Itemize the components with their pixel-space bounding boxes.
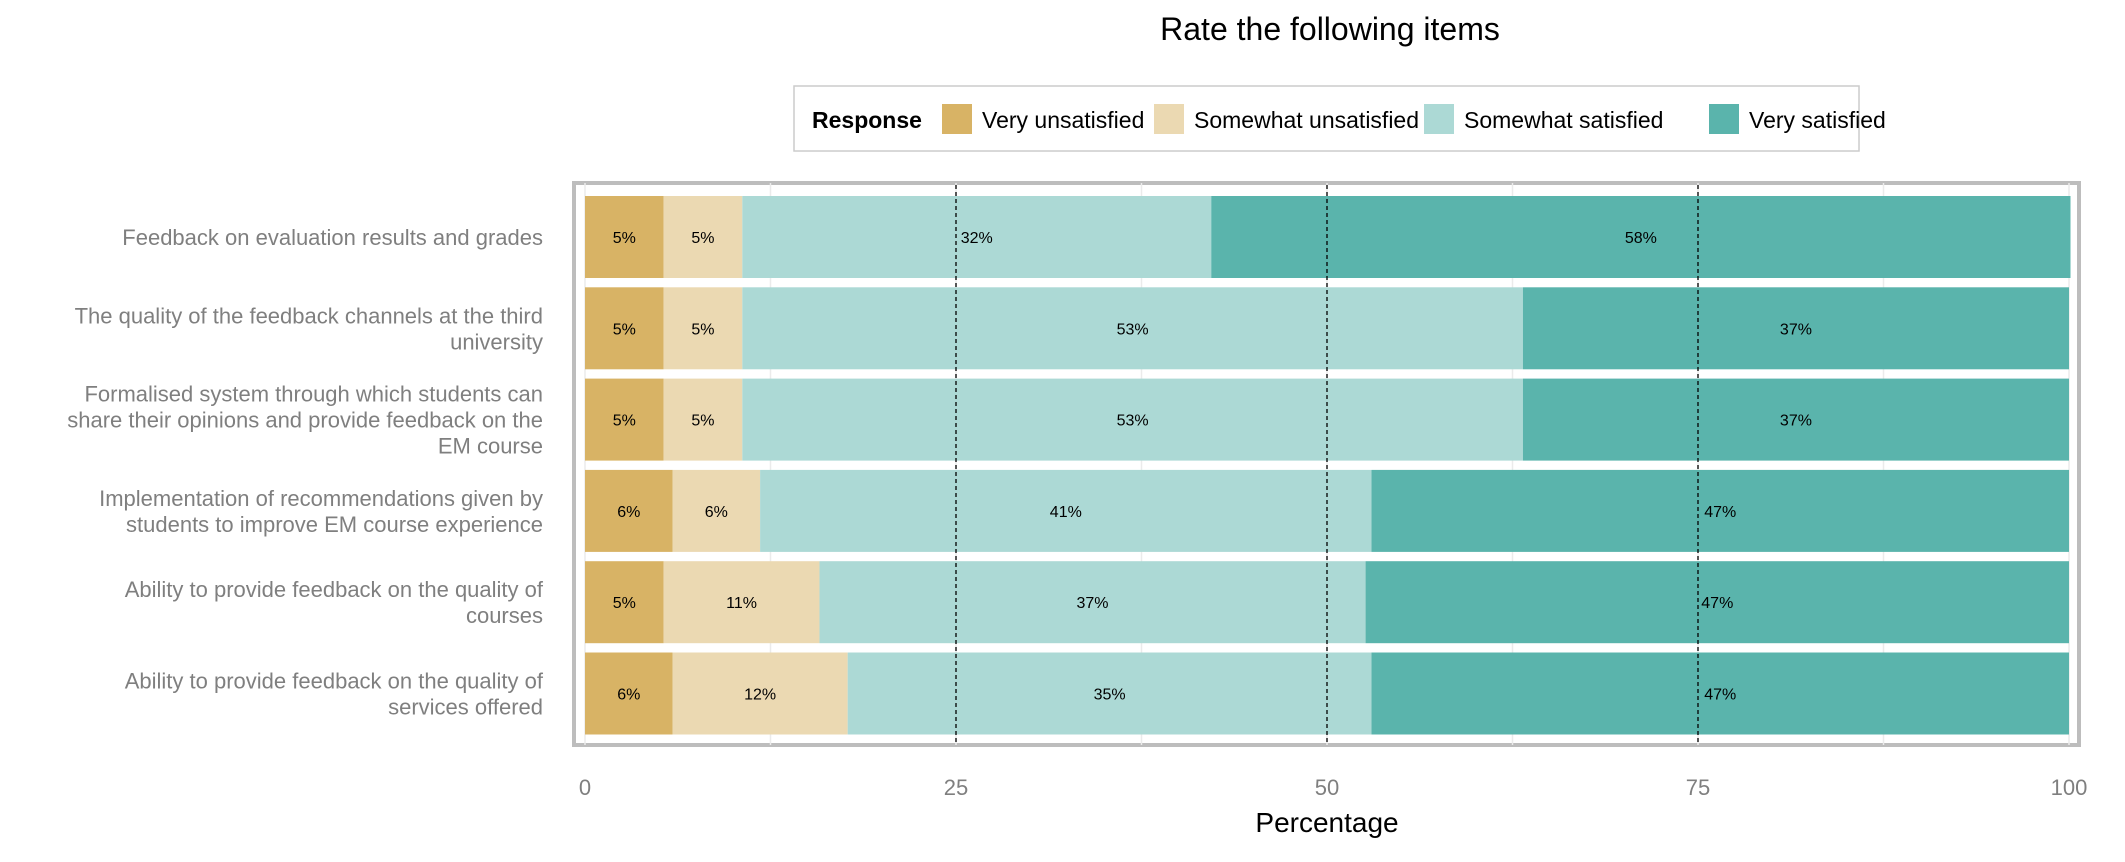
data-label: 47% [1704,504,1736,521]
bar-segment [819,561,1366,644]
data-label: 37% [1077,595,1109,612]
bar-row: 6% 12% 35% 47% [585,652,2069,735]
legend-label: Very satisfied [1749,107,1886,133]
data-label: 12% [744,687,776,704]
category-labels: Feedback on evaluation results and grade… [67,225,544,720]
legend-item: Somewhat unsatisfied [1154,104,1419,134]
data-label: 5% [613,321,636,338]
bar-segment [1522,378,2069,461]
x-axis-ticks: 0 25 50 75 100 [579,775,2087,800]
x-tick-label: 25 [944,775,968,800]
bar-segment [760,469,1372,552]
bar-segment [663,287,743,370]
bar-segment [663,378,743,461]
bar-row: 5% 11% 37% 47% [585,561,2069,644]
bar-segment [672,469,761,552]
legend-label: Somewhat satisfied [1464,107,1663,133]
data-label: 5% [613,413,636,430]
data-label: 5% [691,321,714,338]
bar-segment [585,652,673,735]
legend-title: Response [812,107,922,133]
bar-row: 5% 5% 32% 58% [585,196,2071,278]
legend-swatch [1424,104,1454,134]
data-label: 6% [617,687,640,704]
bar-segment [1371,469,2069,552]
legend-item: Very unsatisfied [942,104,1144,134]
bar-segment [585,196,664,278]
data-label: 5% [691,413,714,430]
data-label: 11% [726,595,757,612]
data-label: 58% [1625,230,1657,247]
bar-segment [663,561,820,644]
data-label: 32% [961,230,993,247]
legend-item: Somewhat satisfied [1424,104,1663,134]
reference-lines [955,185,1699,743]
bar-segment [585,561,664,644]
data-label: 5% [613,230,636,247]
category-label: Ability to provide feedback on the quali… [125,577,544,628]
legend-swatch [1709,104,1739,134]
x-tick-label: 50 [1315,775,1339,800]
data-label: 6% [617,504,640,521]
bar-segment [1365,561,2069,644]
bars: 5% 5% 32% 58% 5% 5% 53% 37% 5% 5% 53% 37% 6% 6% 41% 47%… [585,196,2071,735]
bar-row: 5% 5% 53% 37% [585,287,2069,370]
legend: Response Very unsatisfied Somewhat unsati… [793,85,1886,152]
legend-swatch [1154,104,1184,134]
data-label: 41% [1050,504,1082,521]
bar-segment [1371,652,2069,735]
category-label: Feedback on evaluation results and grade… [122,225,543,250]
chart-title: Rate the following items [1160,11,1500,47]
data-label: 47% [1704,687,1736,704]
data-label: 53% [1117,413,1149,430]
bar-segment [663,196,743,278]
data-label: 5% [613,595,636,612]
x-tick-label: 75 [1686,775,1710,800]
data-label: 47% [1701,595,1733,612]
legend-label: Somewhat unsatisfied [1194,107,1419,133]
bar-row: 6% 6% 41% 47% [585,469,2069,552]
data-label: 35% [1094,687,1126,704]
x-tick-label: 100 [2051,775,2088,800]
bar-segment [585,287,664,370]
data-label: 37% [1780,321,1812,338]
legend-swatch [942,104,972,134]
category-label: Ability to provide feedback on the quali… [125,669,544,720]
bar-segment [742,378,1523,461]
bar-segment [1522,287,2069,370]
legend-label: Very unsatisfied [982,107,1144,133]
x-tick-label: 0 [579,775,591,800]
legend-item: Very satisfied [1709,104,1886,134]
bar-segment [742,287,1523,370]
category-label: The quality of the feedback channels at … [75,303,543,354]
data-label: 53% [1117,321,1149,338]
category-label: Implementation of recommendations given … [99,486,543,537]
bar-segment [585,469,673,552]
bar-segment [847,652,1372,735]
data-label: 6% [705,504,728,521]
category-label: Formalised system through which students… [67,382,543,459]
bar-segment [672,652,848,735]
bar-segment [1211,196,2071,278]
data-label: 5% [691,230,714,247]
bar-segment [742,196,1212,278]
bar-row: 5% 5% 53% 37% [585,378,2069,461]
x-axis-title: Percentage [1255,807,1398,838]
bar-segment [585,378,664,461]
data-label: 37% [1780,413,1812,430]
